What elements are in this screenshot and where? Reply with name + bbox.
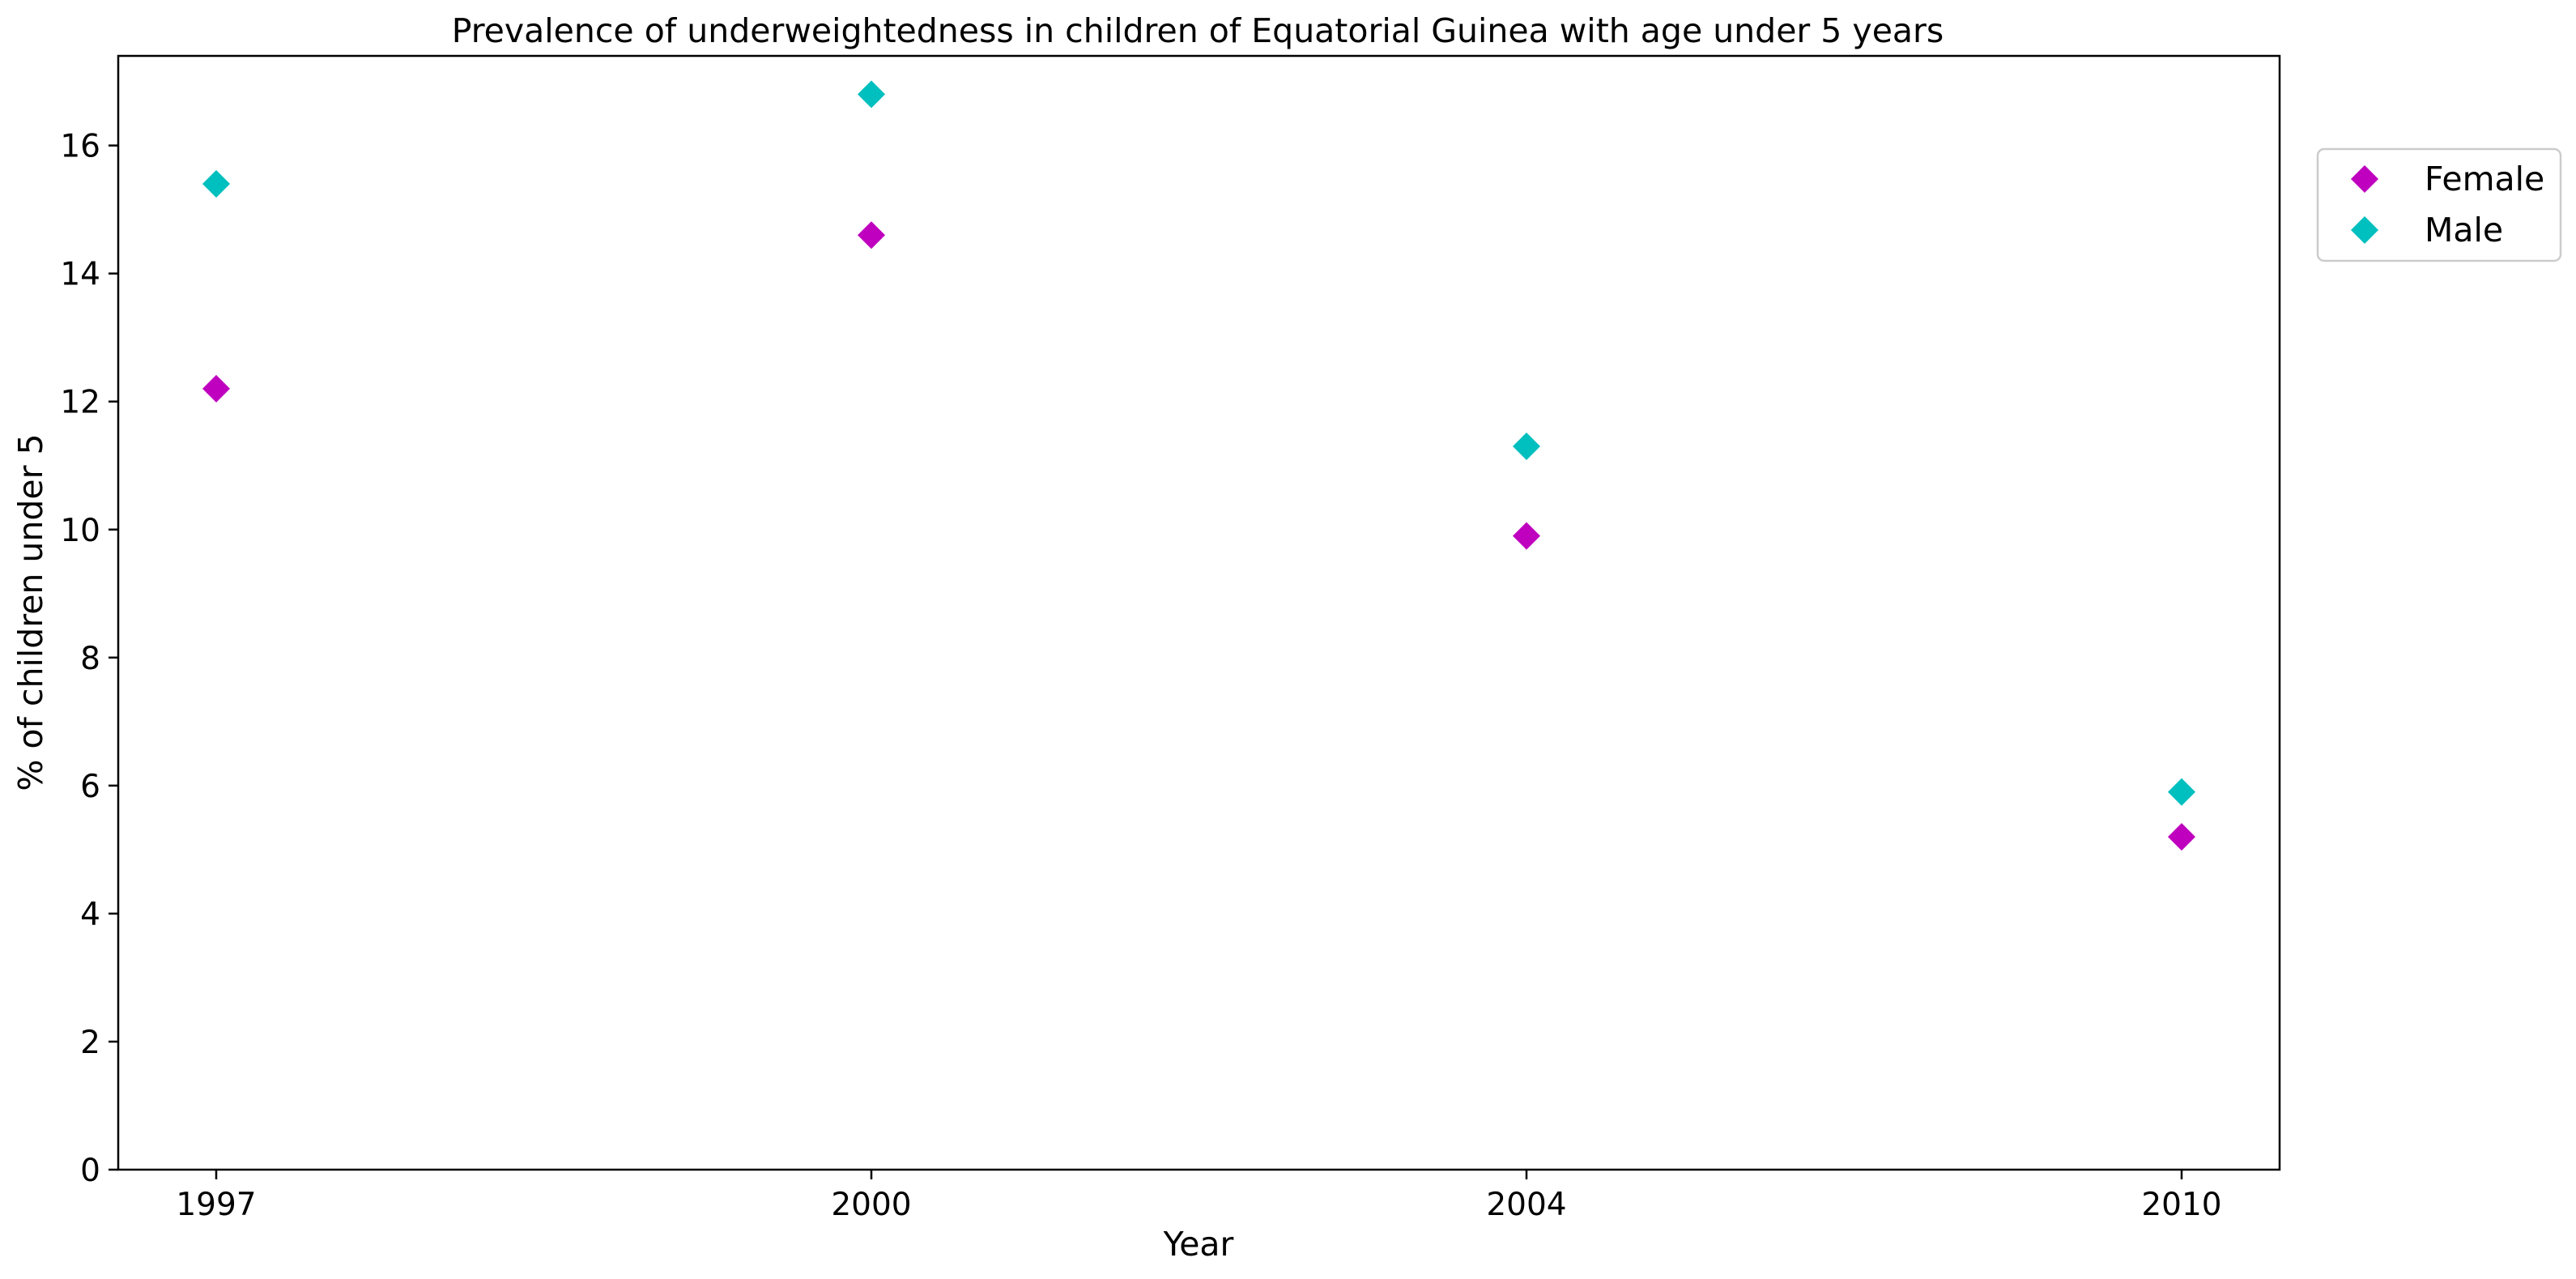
x-axis: 1997 2000 2004 2010 <box>176 1170 2222 1223</box>
y-axis: 0 2 4 6 8 10 12 14 16 <box>60 129 118 1189</box>
point-male-2000 <box>858 80 885 109</box>
point-female-2000 <box>858 221 885 249</box>
legend-label-female: Female <box>2425 160 2544 198</box>
y-tick-label: 12 <box>60 385 100 421</box>
point-female-2010 <box>2168 823 2195 851</box>
x-tick-label: 1997 <box>176 1187 256 1223</box>
legend-marker-male <box>2351 216 2378 244</box>
x-tick-label: 2004 <box>1486 1187 1566 1223</box>
point-female-1997 <box>202 374 230 403</box>
legend-label-male: Male <box>2425 211 2503 249</box>
data-points <box>202 80 2195 851</box>
y-tick-label: 0 <box>80 1153 100 1189</box>
point-male-2004 <box>1513 433 1540 461</box>
y-tick-label: 2 <box>80 1025 100 1061</box>
y-tick-label: 14 <box>60 257 100 293</box>
y-tick-label: 6 <box>80 769 100 805</box>
y-tick-label: 4 <box>80 897 100 933</box>
x-axis-title: Year <box>1163 1225 1234 1264</box>
chart-title: Prevalence of underweightedness in child… <box>452 11 1944 50</box>
point-male-1997 <box>202 170 230 198</box>
plot-area <box>117 54 2281 1171</box>
x-tick-label: 2010 <box>2141 1187 2221 1223</box>
legend-marker-female <box>2351 165 2378 193</box>
x-tick-label: 2000 <box>831 1187 911 1223</box>
legend-box <box>2316 147 2562 262</box>
point-female-2004 <box>1513 522 1540 550</box>
y-axis-title: % of children under 5 <box>11 433 50 791</box>
y-tick-label: 16 <box>60 129 100 165</box>
y-tick-label: 8 <box>80 641 100 677</box>
y-tick-label: 10 <box>60 513 100 549</box>
legend: Female Male <box>2316 147 2562 262</box>
point-male-2010 <box>2168 778 2195 806</box>
